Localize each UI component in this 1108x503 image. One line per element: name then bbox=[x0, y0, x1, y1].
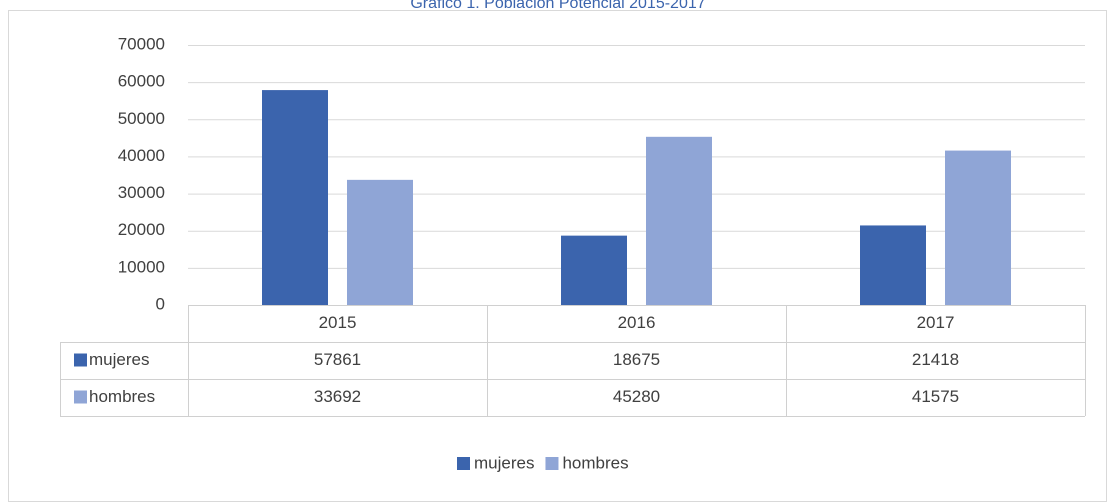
y-tick-label: 0 bbox=[156, 294, 165, 313]
table-value: 57861 bbox=[314, 350, 361, 369]
legend-swatch bbox=[457, 457, 470, 470]
table-swatch bbox=[74, 390, 87, 404]
table-value: 33692 bbox=[314, 387, 361, 406]
bar bbox=[945, 150, 1011, 305]
table-value: 18675 bbox=[613, 350, 660, 369]
chart-title: Gráfico 1. Población Potencial 2015-2017 bbox=[410, 0, 705, 12]
table-value: 45280 bbox=[613, 387, 660, 406]
y-tick-label: 40000 bbox=[118, 146, 165, 165]
y-tick-label: 50000 bbox=[118, 109, 165, 128]
bar bbox=[561, 235, 627, 305]
table-value: 21418 bbox=[912, 350, 959, 369]
bar bbox=[262, 90, 328, 306]
bar bbox=[347, 179, 413, 305]
y-tick-label: 30000 bbox=[118, 183, 165, 202]
y-tick-label: 20000 bbox=[118, 220, 165, 239]
bar bbox=[860, 225, 926, 305]
y-tick-label: 70000 bbox=[118, 34, 165, 53]
y-tick-label: 60000 bbox=[118, 72, 165, 91]
x-tick-label: 2017 bbox=[917, 313, 955, 332]
legend-label: mujeres bbox=[474, 453, 534, 472]
chart-border bbox=[8, 10, 1107, 502]
legend-swatch bbox=[545, 457, 559, 470]
x-tick-label: 2016 bbox=[618, 313, 656, 332]
x-tick-label: 2015 bbox=[319, 313, 357, 332]
table-series-label: mujeres bbox=[89, 350, 149, 369]
table-value: 41575 bbox=[912, 387, 959, 406]
table-swatch bbox=[74, 353, 87, 367]
y-tick-label: 10000 bbox=[118, 257, 165, 276]
table-series-label: hombres bbox=[89, 387, 155, 406]
bar bbox=[646, 136, 712, 305]
legend-label: hombres bbox=[562, 453, 628, 472]
